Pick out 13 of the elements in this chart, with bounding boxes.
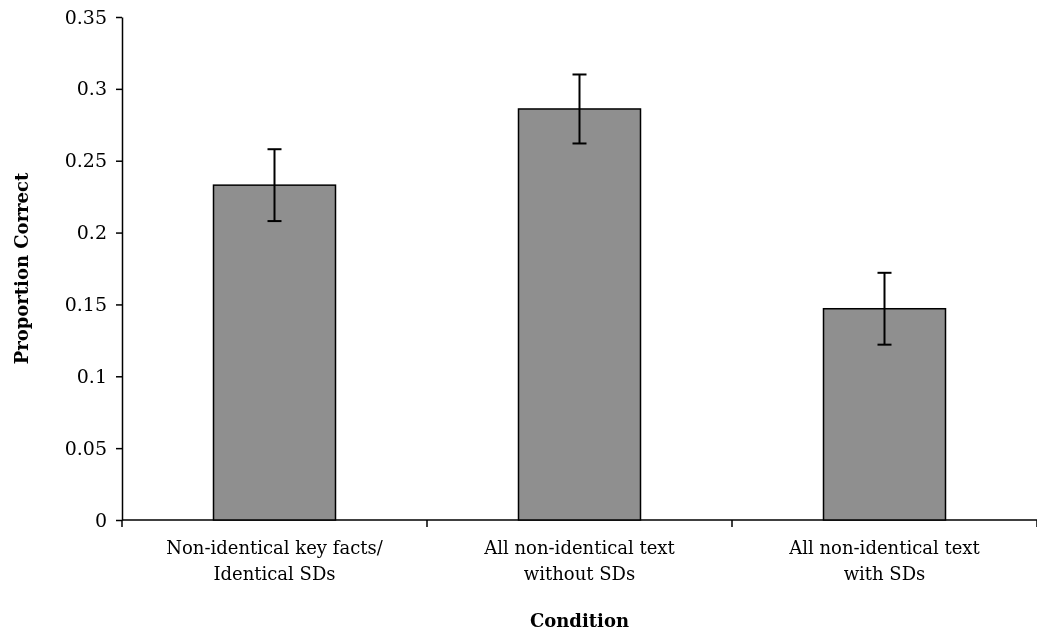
y-axis-title: Proportion Correct — [11, 172, 32, 365]
y-tick-label: 0.25 — [64, 149, 107, 172]
y-tick-label: 0.05 — [64, 436, 107, 459]
y-tick-label: 0.35 — [64, 5, 107, 28]
y-tick-label: 0.2 — [76, 221, 107, 244]
x-axis-title: Condition — [529, 610, 630, 631]
y-tick-label: 0.3 — [76, 77, 107, 100]
x-tick-label: All non-identical text without SDs — [483, 537, 676, 584]
y-tick-label: 0.15 — [64, 293, 107, 316]
y-tick-label: 0 — [94, 508, 107, 531]
x-tick-label: Non-identical key facts/ Identical SDs — [166, 537, 384, 584]
x-tick-label: All non-identical text with SDs — [788, 537, 981, 584]
y-tick-label: 0.1 — [76, 364, 107, 387]
